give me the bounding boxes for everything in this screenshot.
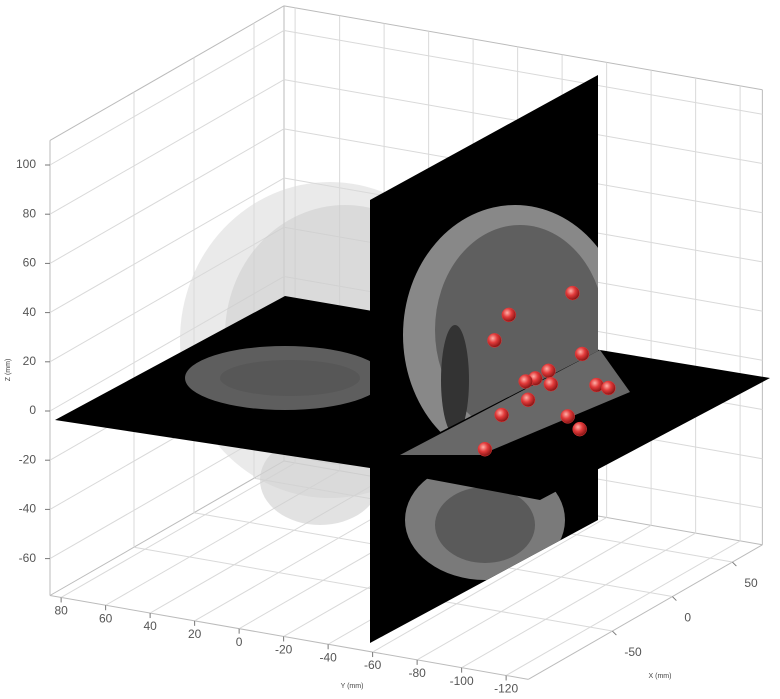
z-tick-label: 40 xyxy=(23,305,37,319)
z-tick-label: -60 xyxy=(19,551,37,565)
box-edge xyxy=(283,5,763,91)
z-tick-label: 20 xyxy=(23,354,37,368)
grid-line xyxy=(416,524,652,661)
z-axis-label: Z (mm) xyxy=(5,359,12,382)
grid-line xyxy=(283,29,763,115)
box-edge xyxy=(49,5,285,141)
coronal-slice xyxy=(370,75,598,643)
x-tick-label: -50 xyxy=(624,645,642,659)
box-edge xyxy=(528,544,763,680)
point xyxy=(541,363,556,379)
y-tick-label: 40 xyxy=(143,619,157,633)
y-axis-label: Y (mm) xyxy=(341,683,364,690)
grid-line xyxy=(60,462,296,598)
point xyxy=(601,380,616,396)
axial-slice-front xyxy=(370,350,770,500)
z-tick-label: 0 xyxy=(29,403,36,417)
x-tick-label: 0 xyxy=(684,611,691,625)
z-tick-label: -20 xyxy=(19,452,37,466)
z-tick-label: -40 xyxy=(19,502,37,516)
x-tick xyxy=(732,561,737,567)
grid-line xyxy=(461,532,696,669)
grid-line xyxy=(49,30,285,166)
z-tick-label: 80 xyxy=(23,206,37,220)
point xyxy=(477,441,493,457)
y-tick-label: 80 xyxy=(54,604,68,618)
x-tick xyxy=(612,630,617,636)
y-tick-label: 20 xyxy=(188,627,202,641)
y-tick-label: -80 xyxy=(408,666,426,680)
grid-line xyxy=(49,177,285,314)
point xyxy=(574,346,590,362)
x-tick xyxy=(672,596,677,601)
point xyxy=(589,377,604,393)
point xyxy=(565,285,580,301)
box-edge xyxy=(49,595,529,680)
y-tick-label: -60 xyxy=(364,658,382,672)
point xyxy=(543,376,559,392)
y-tick-label: -40 xyxy=(319,650,337,664)
point xyxy=(487,333,502,348)
y-tick-label: -20 xyxy=(275,643,293,657)
points xyxy=(477,285,616,457)
point xyxy=(572,421,587,437)
point xyxy=(560,409,575,424)
y-tick-label: 0 xyxy=(236,635,243,649)
grid-line xyxy=(49,128,285,264)
grid-line xyxy=(505,540,741,676)
grid-line xyxy=(49,79,285,215)
y-tick-label: -120 xyxy=(494,682,518,696)
x-tick-label: 50 xyxy=(744,576,758,590)
point xyxy=(520,392,536,408)
labels: -60 -40 -20 0 20 40 60 80 100 80 60 40 20 0 -20 -40 -60 -… xyxy=(5,157,758,695)
point xyxy=(501,307,517,323)
grid-line xyxy=(372,517,607,653)
y-tick-label: 60 xyxy=(99,611,113,625)
z-tick-label: 60 xyxy=(23,256,37,270)
z-tick-label: 100 xyxy=(16,157,36,171)
point xyxy=(518,374,533,389)
point xyxy=(494,407,509,423)
x-axis-label: X (mm) xyxy=(649,673,672,680)
y-tick-label: -100 xyxy=(450,674,474,688)
box-edge xyxy=(49,460,285,596)
